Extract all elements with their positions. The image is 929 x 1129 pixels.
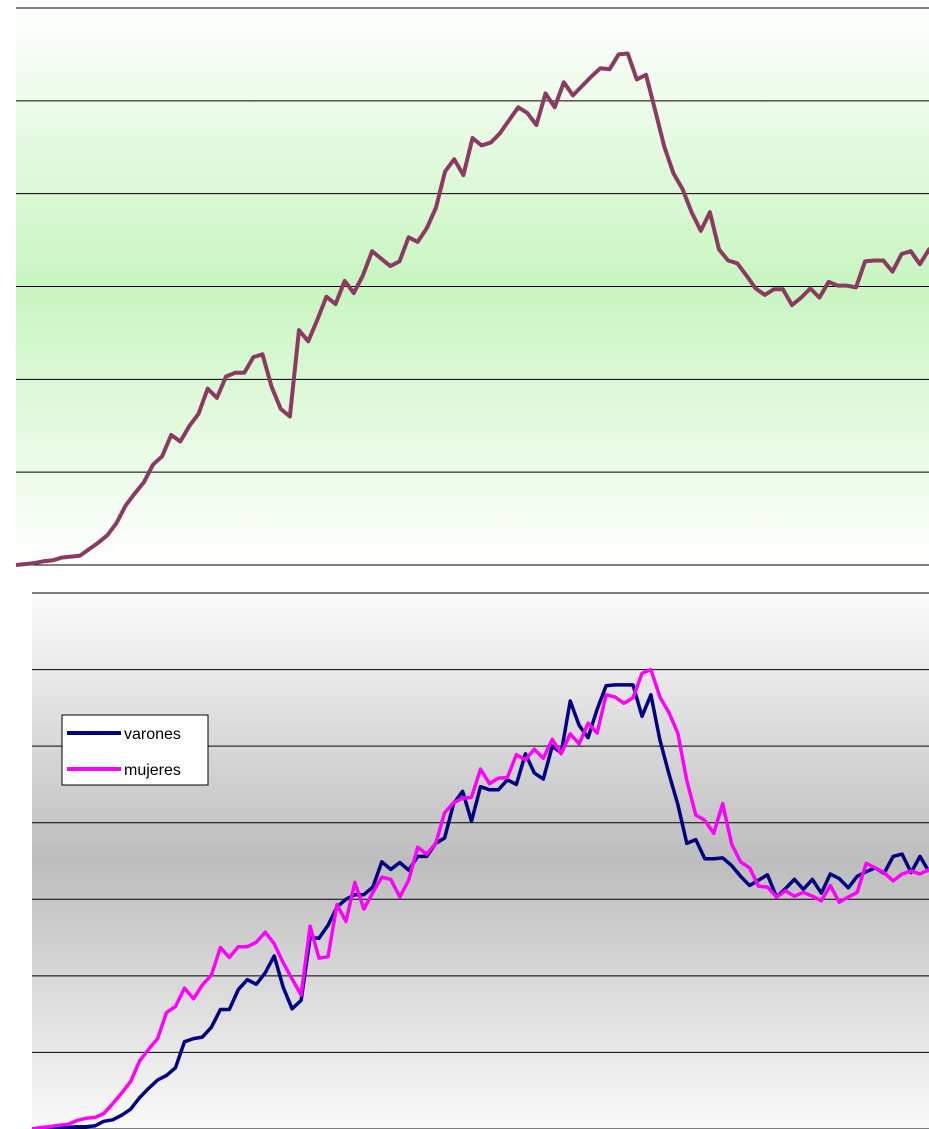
legend-box <box>61 714 209 786</box>
legend-label-varones: varones <box>124 726 181 743</box>
plot-area <box>32 593 929 1129</box>
chart-top <box>15 7 929 567</box>
series-line <box>15 51 929 567</box>
series-lines <box>31 667 929 1129</box>
chart-bottom: varones mujeres <box>31 592 929 1129</box>
legend: varones mujeres <box>61 714 209 786</box>
legend-label-mujeres: mujeres <box>124 762 181 779</box>
series-line-mujeres <box>31 667 929 1129</box>
gridlines <box>16 7 929 566</box>
series-lines <box>15 51 929 567</box>
